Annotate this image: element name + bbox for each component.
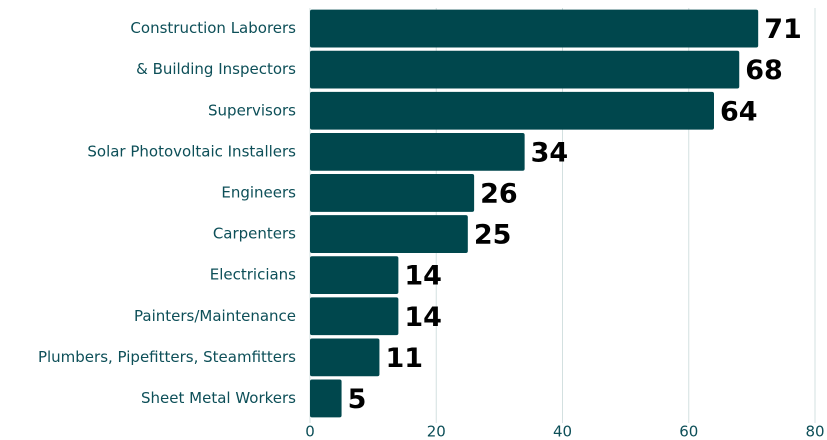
y-tick-label: Plumbers, Pipefitters, Steamfitters [38,348,296,366]
value-label: 34 [531,137,569,168]
y-tick-label: Carpenters [213,225,296,243]
x-tick-label: 0 [305,423,315,440]
y-tick-label: Supervisors [208,101,296,119]
bar [310,174,475,212]
y-tick-label: & Building Inspectors [136,60,296,78]
value-label: 64 [720,96,758,127]
bar [310,50,740,89]
bar [310,256,399,295]
value-label: 68 [745,55,783,86]
bar [310,9,759,48]
y-tick-label: Engineers [221,183,296,201]
x-tick-label: 40 [553,423,572,440]
bar [310,91,714,130]
value-label: 25 [474,220,512,251]
y-tick-label: Electricians [210,266,296,284]
x-tick-label: 60 [679,423,698,440]
y-tick-label: Painters/Maintenance [134,307,296,325]
bar [310,132,525,171]
value-label: 14 [404,261,442,292]
value-label: 5 [348,384,367,415]
value-label: 71 [764,14,802,45]
x-tick-label: 80 [805,423,824,440]
y-tick-label: Sheet Metal Workers [141,389,296,407]
x-tick-label: 20 [427,423,446,440]
bar [310,379,342,418]
value-label: 26 [480,178,518,209]
bar [310,297,399,336]
value-label: 11 [385,343,423,374]
bar [310,215,468,253]
value-label: 14 [404,302,442,333]
y-tick-label: Solar Photovoltaic Installers [87,142,296,160]
y-tick-label: Construction Laborers [130,19,296,37]
bar [310,338,380,377]
